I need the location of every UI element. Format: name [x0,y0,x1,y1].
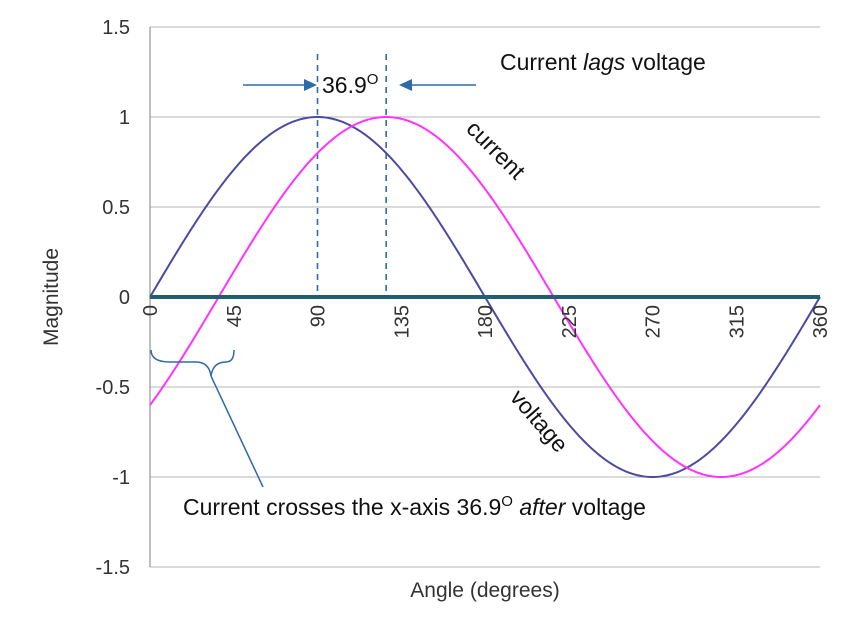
y-axis-label: Magnitude [40,248,63,346]
x-tick-label: 180 [475,305,497,338]
x-axis-label: Angle (degrees) [410,579,559,602]
y-tick-label: -0.5 [96,377,130,399]
crossing-prefix: Current crosses the x-axis 36.9 [183,494,501,520]
x-tick-label: 315 [726,305,748,338]
y-tick-label: 0.5 [102,197,130,219]
x-tick-label: 270 [643,305,665,338]
x-tick-labels: 0 45 90 135 180 225 270 315 360 [140,305,832,338]
phase-angle-label: 36.9O [322,71,378,98]
y-tick-label: 1.5 [102,17,130,39]
x-tick-label: 135 [391,305,413,338]
y-tick-label: 1 [119,107,130,129]
x-tick-label: 360 [810,305,832,338]
phase-angle-value: 36.9 [322,72,367,98]
y-tick-label: 0 [119,287,130,309]
x-tick-label: 90 [308,305,330,327]
left-arrow-head [304,79,317,91]
phase-angle-degree: O [367,71,379,88]
y-tick-label: -1.5 [96,557,130,579]
y-tick-labels: 1.5 1 0.5 0 -0.5 -1 -1.5 [96,17,130,579]
right-arrow-head [399,79,412,91]
crossing-degree: O [501,493,513,510]
lag-title-prefix: Current [500,49,583,75]
lag-title-emph: lags [583,49,626,75]
x-tick-label: 0 [140,305,162,316]
phase-arrows [243,79,476,91]
crossing-brace [150,349,235,377]
x-tick-label: 225 [559,305,581,338]
crossing-annotation: Current crosses the x-axis 36.9O after v… [183,493,646,520]
current-series-line [149,115,821,479]
lag-title: Current lags voltage [500,49,706,75]
x-tick-label: 45 [224,305,246,327]
crossing-emph: after [519,494,566,520]
lag-title-suffix: voltage [625,49,706,75]
y-tick-label: -1 [112,467,130,489]
crossing-suffix: voltage [565,494,646,520]
crossing-callout-line [210,375,264,488]
